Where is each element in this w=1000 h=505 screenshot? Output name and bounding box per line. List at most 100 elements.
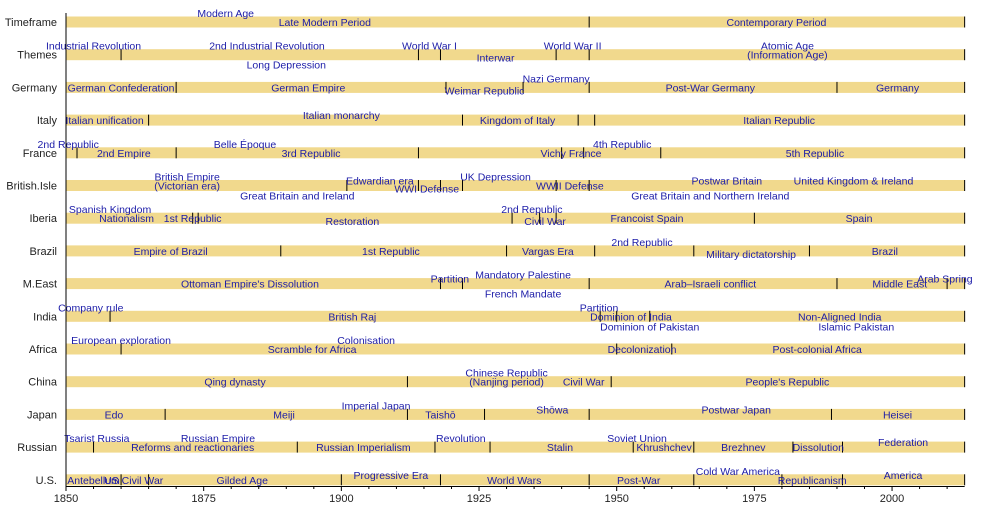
row-label: Timeframe	[5, 17, 57, 29]
period-label: Khrushchev	[636, 442, 692, 454]
period-label: Soviet Union	[607, 433, 667, 445]
timeline-row: British.Isle British Empire(Victorian era…	[6, 172, 966, 203]
period-label: Atomic Age	[761, 41, 814, 53]
period-label: Postwar Japan	[701, 404, 771, 416]
period-label: Partition	[431, 274, 470, 286]
period-bar	[66, 212, 965, 224]
period-label: 2nd Republic	[38, 139, 99, 151]
row-label: Russian	[17, 442, 57, 454]
period-label: UK Depression	[460, 172, 531, 184]
period-label: Francoist Spain	[611, 213, 684, 225]
x-tick-label: 2000	[880, 493, 904, 505]
period-label: Edo	[105, 409, 124, 421]
period-label: Middle East	[872, 279, 927, 291]
period-label: (Information Age)	[747, 50, 828, 62]
period-label: 2nd Empire	[97, 148, 151, 160]
period-bar	[66, 441, 965, 453]
period-label: Non-Aligned India	[798, 311, 882, 323]
period-label: Military dictatorship	[706, 249, 796, 261]
period-bar	[66, 49, 965, 61]
period-label: Arab Spring	[917, 274, 973, 286]
period-label: Tsarist Russia	[64, 433, 130, 445]
period-label: WWI Defense	[394, 184, 459, 196]
row-label: Iberia	[29, 213, 57, 225]
period-label: 1st Republic	[164, 213, 222, 225]
row-label: Italy	[37, 115, 58, 127]
period-label: Long Depression	[247, 60, 327, 72]
x-tick-label: 1975	[742, 493, 766, 505]
period-label: Late Modern Period	[279, 17, 371, 29]
period-label: Italian monarchy	[303, 110, 381, 122]
period-label: Shōwa	[536, 404, 568, 416]
period-label: Dissolution	[793, 442, 845, 454]
timeline-row: Italy Italian unification Italian monarchy…	[37, 110, 966, 127]
period-label: Revolution	[436, 433, 486, 445]
period-label: Germany	[876, 82, 920, 94]
period-label: US Civil War	[104, 475, 164, 487]
period-label: Republicanism	[778, 475, 847, 487]
timeline-row: Japan Edo Meiji Imperial Japan Taishō Shōwa Po…	[27, 400, 966, 421]
period-label: Arab–Israeli conflict	[665, 279, 757, 291]
period-label: Italian Republic	[743, 115, 815, 127]
period-label: World Wars	[487, 475, 541, 487]
period-bar	[66, 180, 965, 191]
period-label: Islamic Pakistan	[818, 321, 894, 333]
timeline-row: Germany German Confederation German Empire…	[12, 73, 966, 97]
period-label: Dominion of India	[590, 311, 672, 323]
row-label: Germany	[12, 82, 58, 94]
period-label: Partition	[580, 302, 619, 314]
period-bar	[66, 114, 965, 126]
period-label: French Mandate	[485, 289, 562, 301]
period-bar	[66, 343, 965, 355]
period-label: Decolonization	[608, 344, 677, 356]
timeline-row: Timeframe Modern Age Late Modern Period Con…	[5, 8, 966, 29]
period-label: Stalin	[547, 442, 573, 454]
row-label: British.Isle	[6, 181, 57, 193]
period-label: 4th Republic	[593, 139, 651, 151]
period-label: World War I	[402, 41, 457, 53]
period-label: Heisei	[883, 409, 912, 421]
period-label: Weimar Republic	[445, 85, 525, 97]
timeline-row: Brazil Empire of Brazil 1st Republic Vargas…	[29, 237, 966, 261]
period-label: Belle Époque	[214, 138, 277, 151]
period-label: Interwar	[477, 53, 515, 65]
period-label: 1st Republic	[362, 246, 420, 258]
period-bar	[66, 245, 965, 257]
period-label: America	[884, 470, 923, 482]
period-label: Russian Empire	[181, 433, 255, 445]
period-label: United Kingdom & Ireland	[794, 176, 914, 188]
period-label: Brezhnev	[721, 442, 766, 454]
period-bar	[66, 81, 965, 93]
x-tick-label: 1850	[54, 493, 78, 505]
period-label: Mandatory Palestine	[475, 270, 571, 282]
period-label: Modern Age	[197, 8, 254, 20]
period-bar	[66, 278, 965, 290]
row-label: Brazil	[29, 246, 57, 258]
period-label: Post-colonial Africa	[773, 344, 862, 356]
period-label: European exploration	[71, 335, 171, 347]
period-label: 2nd Republic	[501, 204, 562, 216]
period-label: Gilded Age	[217, 475, 269, 487]
period-label: World War II	[544, 41, 602, 53]
period-label: Contemporary Period	[727, 17, 827, 29]
period-label: 2nd Industrial Revolution	[209, 41, 325, 53]
period-label: Cold War America	[696, 466, 780, 478]
period-label: Nazi Germany	[523, 73, 591, 85]
row-label: France	[23, 148, 57, 160]
period-label: Scramble for Africa	[268, 344, 357, 356]
period-label: British Empire	[154, 172, 220, 184]
timeline-row: Russian Tsarist Russia Russian EmpireRefor…	[17, 433, 966, 454]
period-label: Empire of Brazil	[134, 246, 208, 258]
period-label: Chinese Republic	[465, 368, 547, 380]
timeline-row: China Qing dynasty Chinese Republic(Nanjin…	[28, 368, 966, 389]
row-label: India	[33, 311, 58, 323]
row-label: China	[28, 377, 58, 389]
period-label: Post-War	[617, 475, 661, 487]
period-label: Vichy France	[540, 148, 601, 160]
x-tick-label: 1925	[467, 493, 491, 505]
